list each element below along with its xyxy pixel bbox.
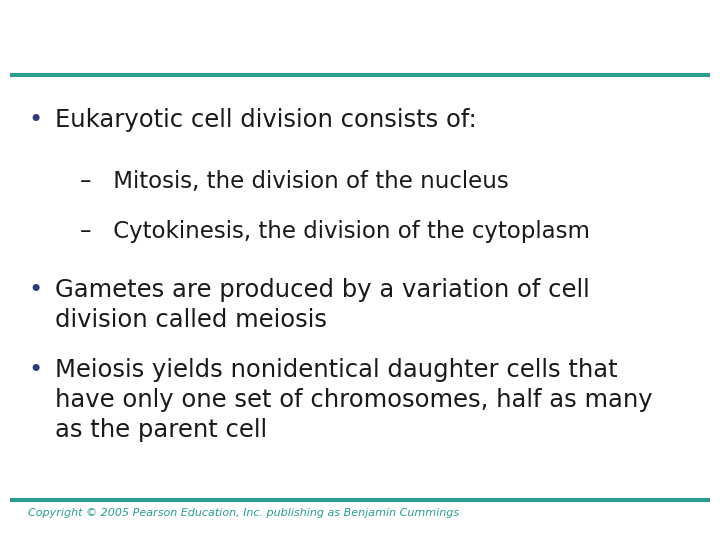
Text: division called meiosis: division called meiosis [55,308,327,332]
Text: have only one set of chromosomes, half as many: have only one set of chromosomes, half a… [55,388,652,412]
Text: Meiosis yields nonidentical daughter cells that: Meiosis yields nonidentical daughter cel… [55,358,618,382]
Text: –   Cytokinesis, the division of the cytoplasm: – Cytokinesis, the division of the cytop… [80,220,590,243]
Text: as the parent cell: as the parent cell [55,418,267,442]
Text: •: • [28,278,42,302]
Text: Copyright © 2005 Pearson Education, Inc. publishing as Benjamin Cummings: Copyright © 2005 Pearson Education, Inc.… [28,508,459,518]
Text: •: • [28,108,42,132]
Text: •: • [28,358,42,382]
Text: Gametes are produced by a variation of cell: Gametes are produced by a variation of c… [55,278,590,302]
Text: –   Mitosis, the division of the nucleus: – Mitosis, the division of the nucleus [80,170,509,193]
Text: Eukaryotic cell division consists of:: Eukaryotic cell division consists of: [55,108,477,132]
